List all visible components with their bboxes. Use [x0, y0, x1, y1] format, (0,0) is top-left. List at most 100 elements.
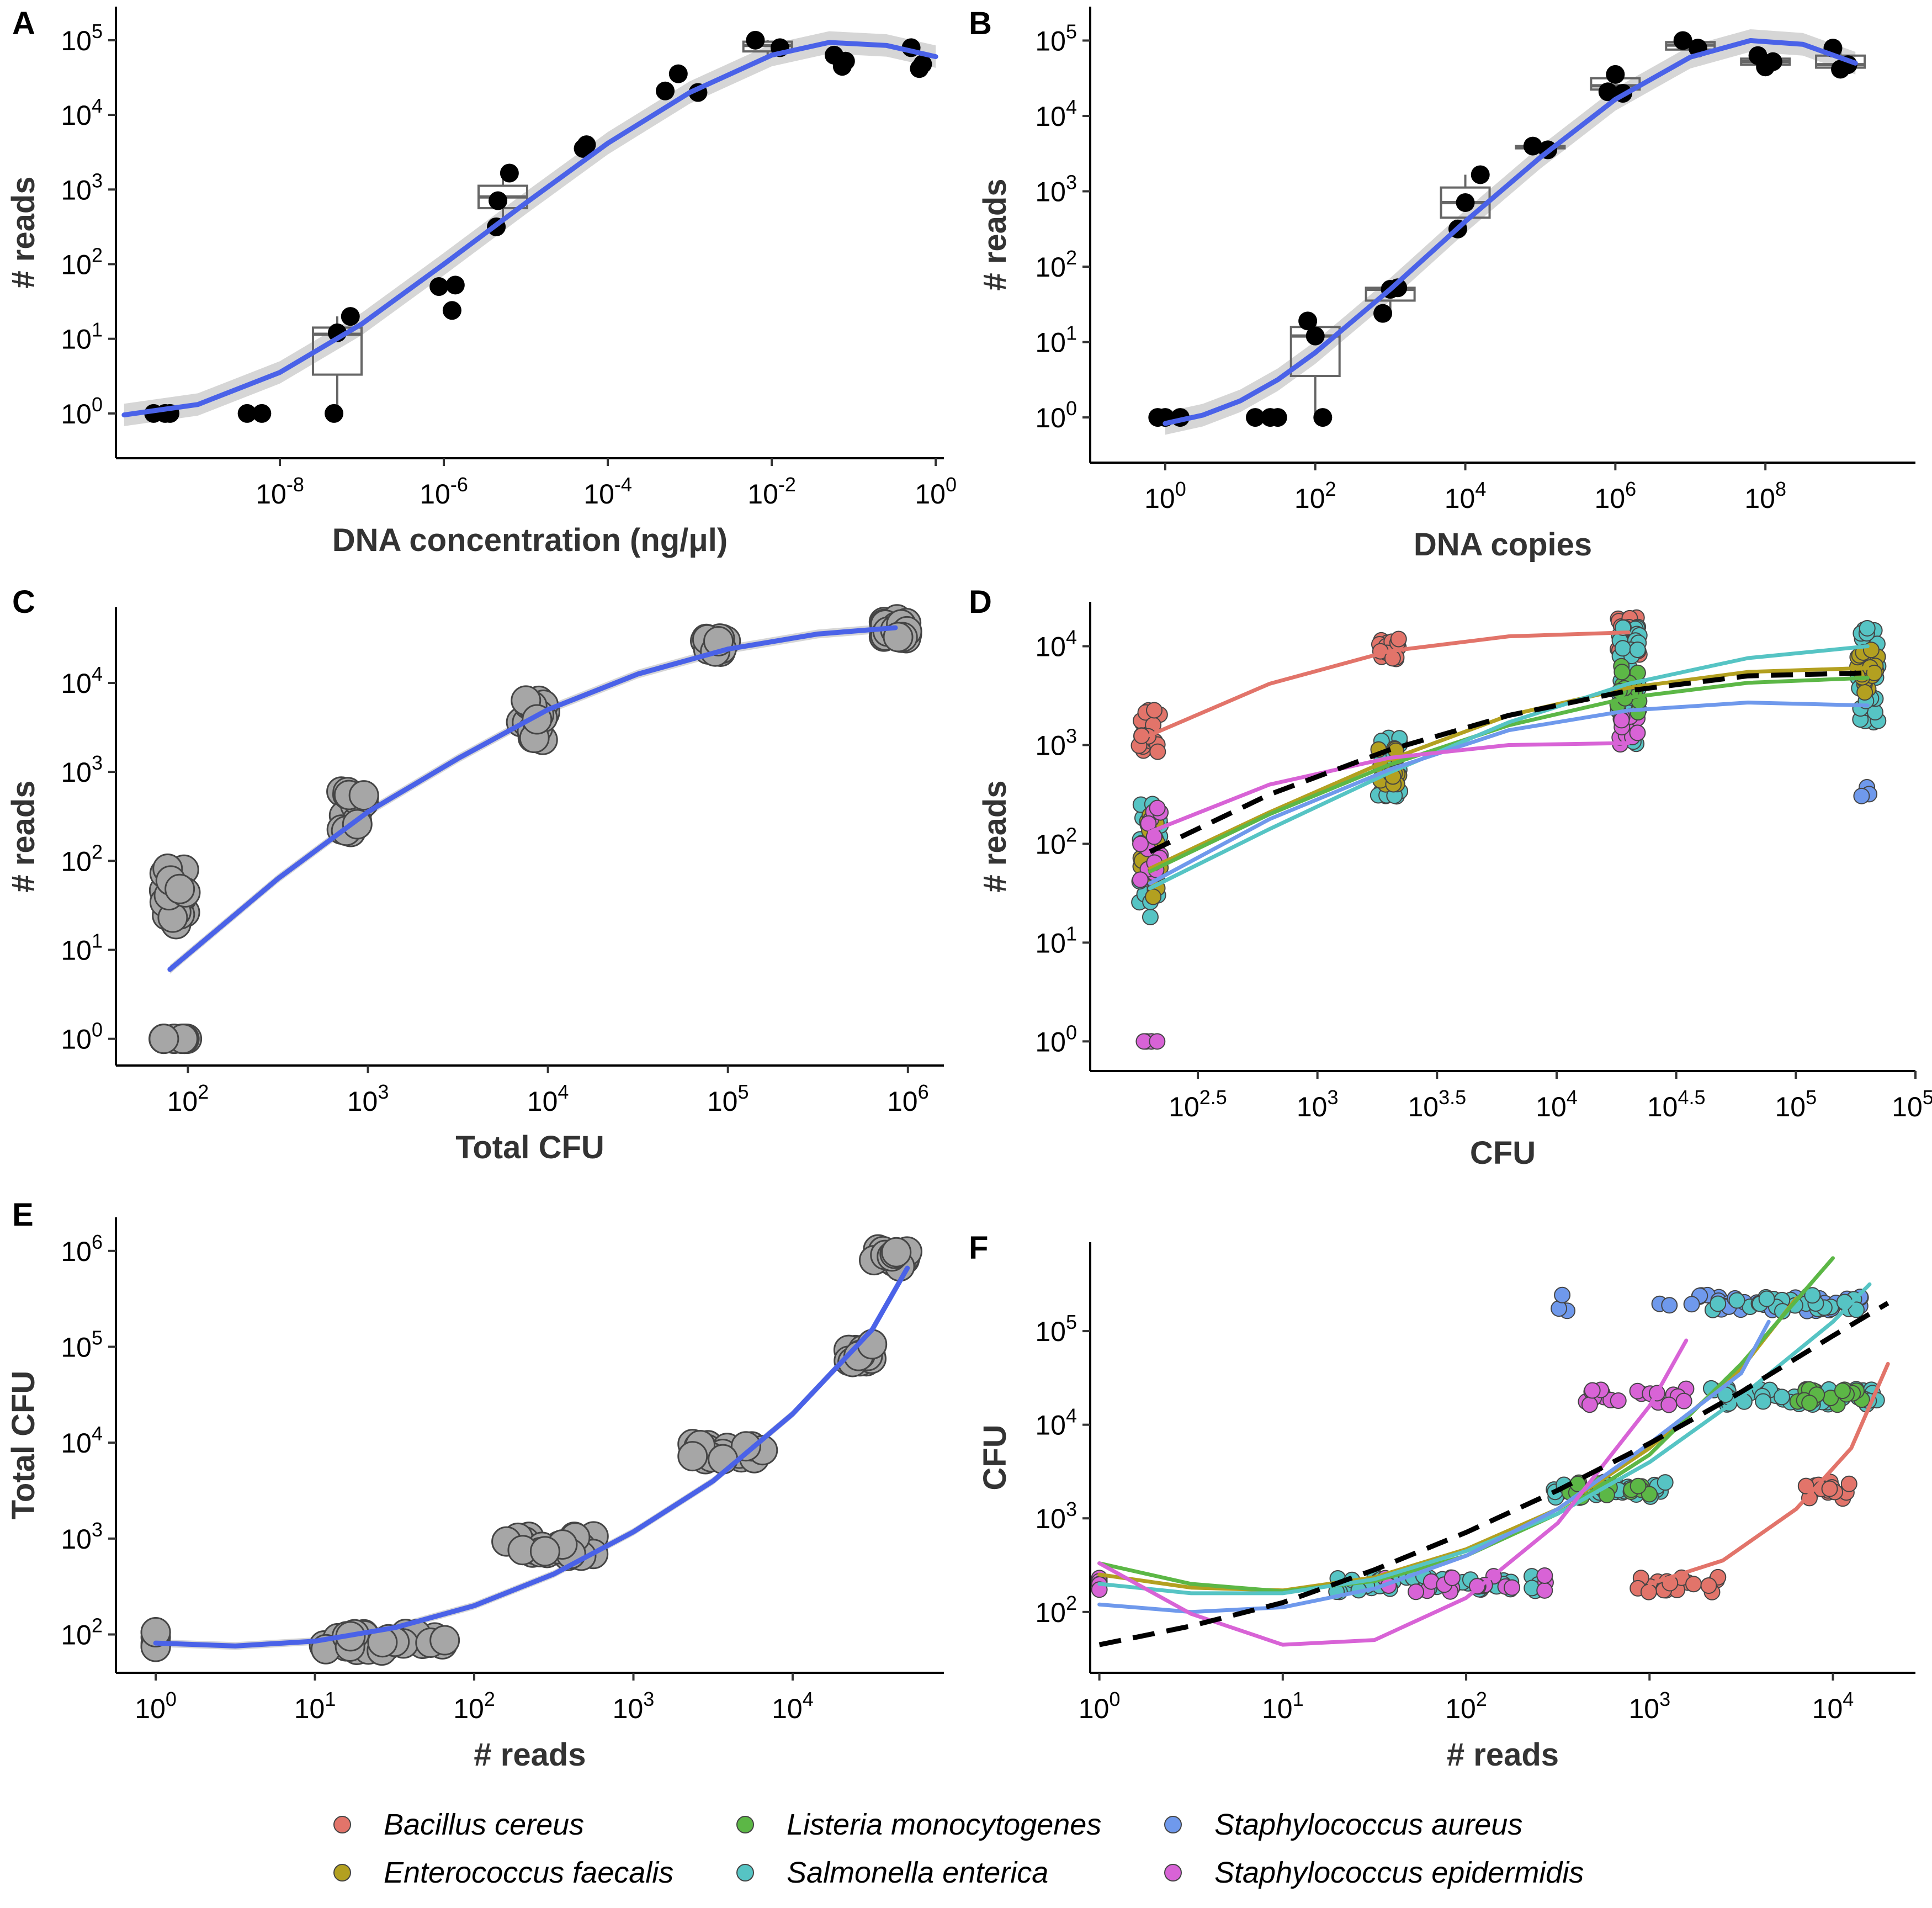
x-axis-title: DNA copies [1414, 527, 1592, 563]
y-axis-title: # reads [6, 780, 41, 892]
x-axis-title: # reads [1447, 1737, 1559, 1773]
data-point [857, 1329, 888, 1360]
legend-item: Enterococcus faecalis [333, 1856, 673, 1889]
panels-layer: A 10-8 10-6 10-4 10-2 100 100 101 102 103 104 105 DN… [6, 6, 1932, 1773]
x-tick-label: 103 [1297, 1086, 1339, 1122]
plot-area [1130, 609, 1887, 1050]
data-point [1859, 619, 1876, 637]
overall-fit-dashed [1149, 670, 1868, 854]
data-point [1523, 136, 1542, 156]
y-axis-title: # reads [977, 178, 1013, 290]
x-tick-label: 10-6 [420, 473, 468, 510]
y-tick-label: 103 [61, 1518, 103, 1555]
x-tick-label: 102 [1294, 478, 1336, 514]
data-point [1456, 193, 1475, 212]
data-point [656, 81, 675, 100]
y-tick-label: 105 [61, 20, 103, 56]
panel-e: E 100 101 102 103 104 102 103 104 105 106 # reads To… [6, 1197, 944, 1773]
data-point [1132, 835, 1149, 852]
x-tick-label: 104 [527, 1080, 569, 1117]
data-point [252, 404, 272, 423]
legend-swatch [333, 1864, 351, 1882]
legend-swatch [736, 1816, 754, 1833]
data-point [1834, 1382, 1851, 1400]
data-point [1610, 1392, 1627, 1409]
legend-label: Staphylococcus aureus [1214, 1808, 1522, 1841]
legend-item: Listeria monocytogenes [736, 1808, 1101, 1841]
data-point [237, 404, 257, 423]
data-point [1821, 1480, 1838, 1497]
panel-label: A [12, 6, 35, 41]
y-tick-label: 103 [1035, 1498, 1077, 1534]
data-point [1661, 1297, 1678, 1314]
species-fit-line [1148, 644, 1870, 891]
y-tick-label: 100 [61, 1019, 103, 1055]
data-point [1584, 1382, 1601, 1399]
x-tick-label: 103.5 [1408, 1086, 1466, 1122]
confidence-band [124, 31, 936, 426]
data-point [1801, 1395, 1818, 1412]
x-tick-label: 104 [1536, 1086, 1578, 1122]
data-point [1443, 1569, 1461, 1586]
data-point [529, 1536, 560, 1567]
species-fit-line [1097, 1296, 1798, 1593]
data-point [577, 135, 596, 155]
fit-line [153, 1265, 910, 1649]
data-point [881, 1237, 912, 1268]
panel-label: C [12, 584, 35, 620]
y-tick-label: 105 [1035, 1311, 1077, 1347]
x-tick-label: 102 [453, 1688, 495, 1724]
species-fit-line [1148, 701, 1870, 886]
legend-item: Bacillus cereus [333, 1808, 584, 1841]
x-tick-label: 103 [347, 1080, 389, 1117]
data-point [1630, 1477, 1647, 1494]
legend-label: Salmonella enterica [787, 1856, 1048, 1889]
x-tick-label: 100 [1079, 1688, 1121, 1724]
data-point [1755, 1393, 1772, 1410]
data-point [1866, 664, 1883, 681]
data-point [164, 873, 195, 904]
fit-line [121, 40, 938, 418]
plot-area [121, 30, 938, 426]
data-point [1710, 1295, 1727, 1312]
data-point [1613, 712, 1630, 729]
data-point [1246, 408, 1265, 427]
x-tick-label: 10-4 [583, 473, 632, 510]
data-point [1675, 1392, 1692, 1409]
y-tick-label: 102 [61, 243, 103, 280]
data-point [1373, 304, 1393, 323]
data-point [1763, 52, 1782, 71]
species-fit-line [1148, 676, 1870, 874]
x-tick-label: 101 [294, 1688, 336, 1724]
legend-label: Enterococcus faecalis [384, 1856, 673, 1889]
plot-area [148, 604, 922, 1054]
plot-area [1148, 29, 1866, 435]
data-point [489, 191, 508, 210]
data-point [1388, 278, 1408, 298]
y-tick-label: 102 [61, 1614, 103, 1651]
panel-b: B 100 102 104 106 108 100 101 102 103 104 105 DNA co… [969, 6, 1915, 563]
y-axis-title: # reads [977, 780, 1013, 892]
data-point [1657, 1474, 1674, 1491]
data-point [1551, 1300, 1568, 1317]
y-tick-label: 101 [1035, 322, 1077, 358]
legend-swatch [333, 1816, 351, 1833]
data-point [913, 55, 932, 74]
species-fit-line [1097, 1338, 1689, 1647]
data-point [348, 780, 379, 811]
y-tick-label: 106 [61, 1231, 103, 1267]
data-point [325, 404, 344, 423]
data-point [730, 1431, 761, 1462]
legend-swatch [1164, 1864, 1182, 1882]
species-fit-line [1097, 1319, 1771, 1614]
data-point [1305, 326, 1325, 346]
x-tick-label: 105 [1775, 1086, 1817, 1122]
species-fit-line [1148, 741, 1631, 834]
y-tick-label: 101 [1035, 922, 1077, 958]
legend-label: Listeria monocytogenes [787, 1808, 1101, 1841]
data-point [429, 1625, 460, 1656]
data-point [1471, 165, 1490, 184]
y-tick-label: 104 [1035, 96, 1077, 132]
data-point [1660, 1396, 1678, 1413]
